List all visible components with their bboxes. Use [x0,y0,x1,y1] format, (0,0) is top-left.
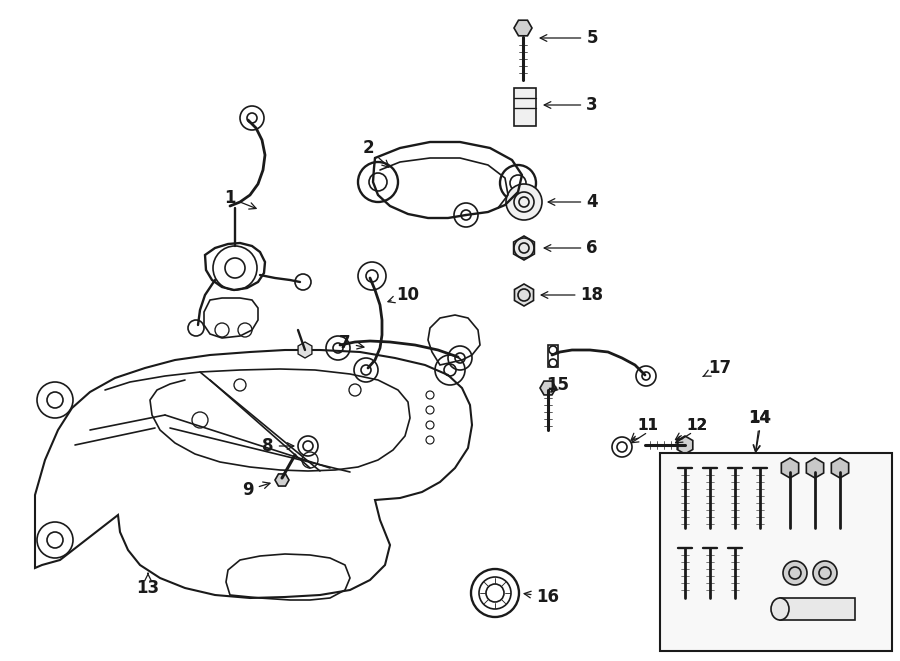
Polygon shape [515,284,534,306]
Polygon shape [275,474,289,486]
Text: 3: 3 [544,96,598,114]
Polygon shape [832,458,849,478]
Polygon shape [781,458,798,478]
Text: 15: 15 [546,376,570,394]
Circle shape [506,184,542,220]
Text: 17: 17 [703,359,732,377]
Bar [660,453,892,651]
Text: 8: 8 [262,437,293,455]
Polygon shape [540,381,556,395]
Text: 11: 11 [637,418,659,432]
Polygon shape [298,342,312,358]
Text: 13: 13 [137,573,159,597]
Polygon shape [806,458,824,478]
Bar [548,345,558,367]
Text: 14: 14 [750,410,770,452]
Circle shape [813,561,837,585]
Text: 1: 1 [224,189,256,209]
Text: 5: 5 [540,29,598,47]
Text: 14: 14 [749,409,771,427]
Text: 10: 10 [388,286,419,304]
Text: 18: 18 [541,286,604,304]
Polygon shape [677,436,693,454]
Ellipse shape [771,598,789,620]
Polygon shape [514,20,532,36]
Text: 4: 4 [548,193,598,211]
Text: 12: 12 [687,418,707,432]
Text: 11: 11 [631,418,659,440]
Text: 2: 2 [362,139,389,167]
Bar [514,88,536,126]
Text: 7: 7 [339,334,364,352]
Text: 9: 9 [242,481,270,499]
Bar [780,598,855,620]
Circle shape [783,561,807,585]
Text: 12: 12 [676,418,707,440]
Circle shape [514,238,534,258]
Text: 6: 6 [544,239,598,257]
Text: 16: 16 [524,588,560,606]
